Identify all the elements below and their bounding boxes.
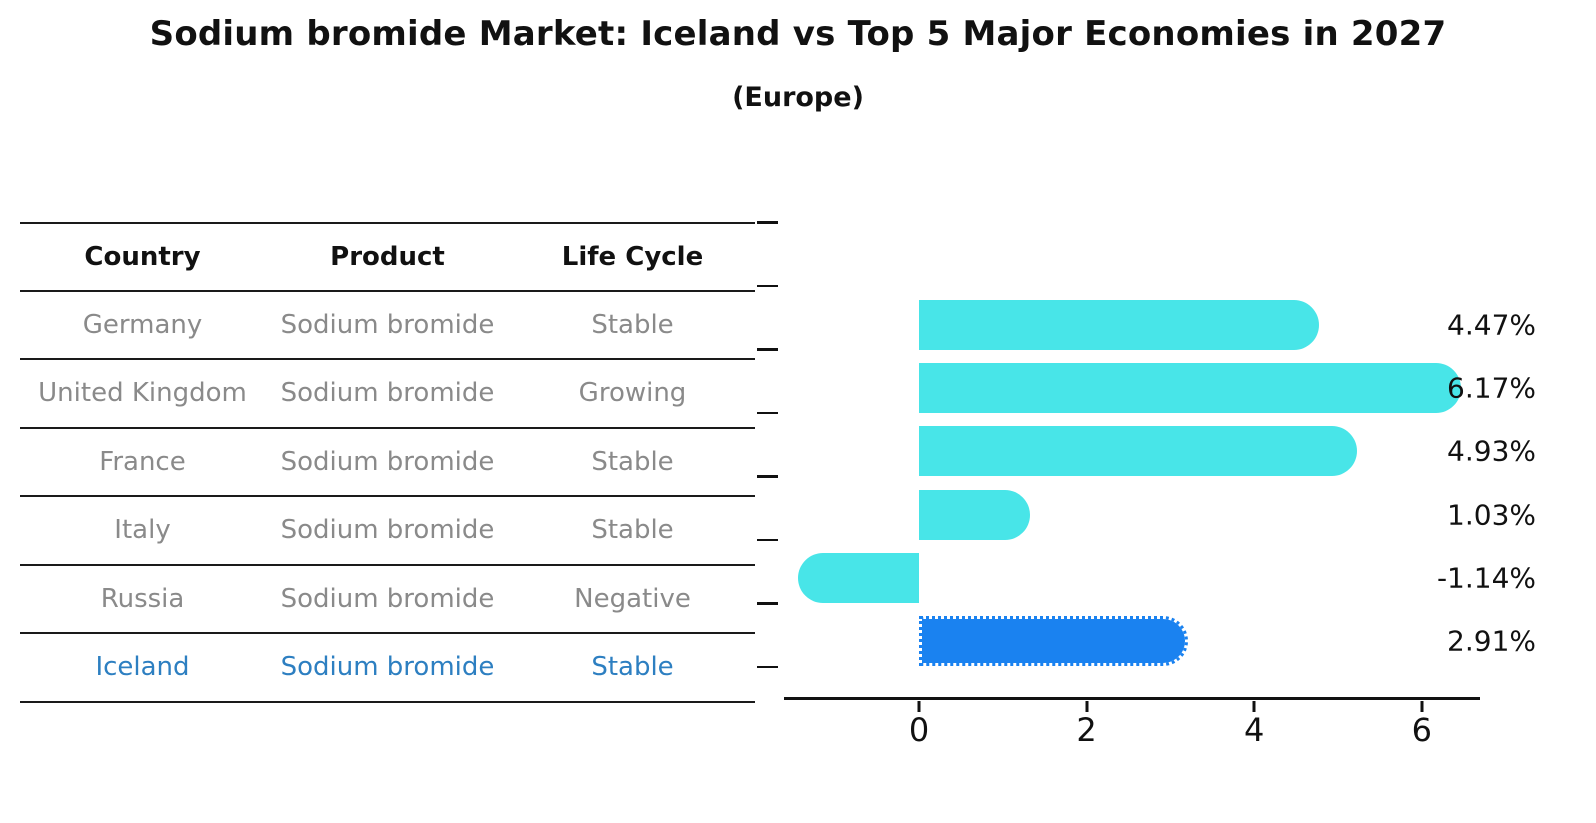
x-axis-tick-label: 0 — [908, 711, 930, 749]
table-cell-life-cycle: Stable — [591, 515, 674, 546]
x-axis-tick — [917, 701, 921, 712]
chart-subtitle: (Europe) — [732, 82, 864, 113]
bar-italy — [919, 489, 1031, 540]
bar-value-label-italy: 1.03% — [1447, 498, 1536, 532]
table-cell-product: Sodium bromide — [280, 515, 495, 546]
bar-united-kingdom — [919, 363, 1462, 414]
x-axis-tick-label: 6 — [1411, 711, 1432, 749]
column-header-life-cycle: Life Cycle — [561, 242, 704, 272]
y-axis-tick — [757, 538, 778, 542]
table-row: Germany Sodium bromide Stable — [20, 290, 755, 358]
x-axis-tick-label: 2 — [1076, 711, 1097, 749]
x-axis-tick-label: 4 — [1244, 711, 1265, 749]
y-axis-tick — [757, 665, 778, 669]
table-cell-product: Sodium bromide — [280, 652, 495, 683]
table-row: France Sodium bromide Stable — [20, 426, 755, 496]
table-cell-product: Sodium bromide — [280, 583, 495, 614]
table-header-row: Country Product Life Cycle — [20, 222, 755, 290]
bar-russia — [798, 552, 919, 603]
bar-germany — [919, 300, 1319, 350]
table-row: Iceland Sodium bromide Stable — [20, 632, 755, 701]
y-axis-tick — [757, 348, 778, 351]
table-cell-product: Sodium bromide — [280, 378, 495, 409]
x-axis-tick — [1252, 701, 1256, 712]
x-axis-tick — [1085, 701, 1089, 712]
y-axis-tick — [757, 602, 778, 605]
column-header-country: Country — [84, 242, 201, 272]
table-cell-product: Sodium bromide — [280, 310, 495, 340]
column-header-product: Product — [330, 242, 445, 272]
table-cell-life-cycle: Stable — [591, 652, 674, 683]
chart-title: Sodium bromide Market: Iceland vs Top 5 … — [149, 14, 1447, 54]
table-row: United Kingdom Sodium bromide Growing — [20, 358, 755, 427]
y-axis-tick — [757, 284, 778, 288]
table-row: Russia Sodium bromide Negative — [20, 563, 755, 633]
table-cell-life-cycle: Stable — [591, 310, 674, 340]
table-bottom-border — [20, 700, 755, 703]
table-cell-country: Italy — [114, 515, 171, 546]
bar-value-label-iceland: 2.91% — [1447, 624, 1536, 658]
y-axis-tick — [757, 411, 778, 415]
bar-value-label-germany: 4.47% — [1447, 308, 1536, 342]
table-body: Germany Sodium bromide Stable United Kingdo… — [20, 290, 755, 701]
table-cell-life-cycle: Stable — [591, 446, 674, 477]
y-axis-tick — [757, 221, 778, 224]
table-cell-country: United Kingdom — [38, 378, 247, 409]
table-cell-country: Germany — [82, 310, 203, 340]
bar-iceland — [919, 616, 1188, 666]
x-axis-tick — [1420, 701, 1424, 712]
table-cell-country: Russia — [100, 583, 185, 614]
bar-value-label-france: 4.93% — [1447, 434, 1536, 468]
summary-table: Country Product Life Cycle Germany Sodium… — [20, 222, 755, 703]
bar-chart-plot: 0 2 4 6 — [757, 180, 1480, 748]
table-cell-life-cycle: Negative — [574, 583, 691, 614]
table-cell-product: Sodium bromide — [280, 446, 495, 477]
table-cell-country: Iceland — [95, 652, 190, 683]
bar-france — [919, 426, 1358, 477]
value-labels: 4.47% 6.17% 4.93% 1.03% -1.14% 2.91% — [1437, 180, 1566, 703]
table-cell-life-cycle: Growing — [578, 378, 687, 409]
y-axis-tick — [757, 475, 778, 478]
table-row: Italy Sodium bromide Stable — [20, 495, 755, 564]
table-cell-country: France — [99, 446, 186, 477]
bar-value-label-united-kingdom: 6.17% — [1447, 371, 1536, 405]
x-axis-line — [784, 697, 1480, 700]
bar-value-label-russia: -1.14% — [1436, 561, 1536, 595]
